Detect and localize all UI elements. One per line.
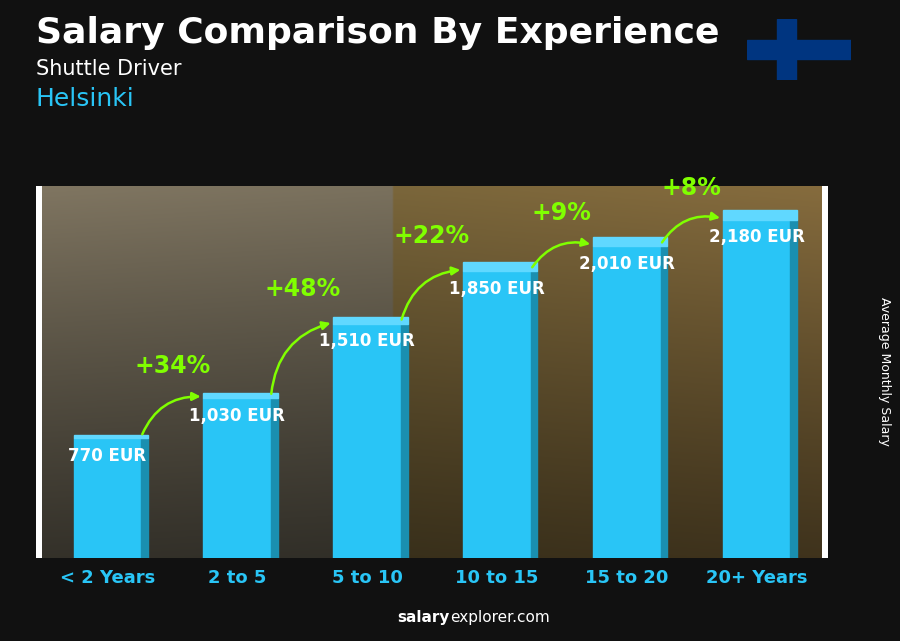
Text: Helsinki: Helsinki [36,87,135,110]
Bar [790,220,797,558]
Bar [531,271,537,558]
Bar [74,438,141,558]
Text: 1,850 EUR: 1,850 EUR [449,279,544,297]
Bar [400,324,408,558]
Text: 770 EUR: 770 EUR [68,447,147,465]
Bar [593,237,667,246]
Text: +22%: +22% [394,224,470,248]
Text: +34%: +34% [134,354,211,378]
Text: salary: salary [398,610,450,625]
Bar [271,398,278,558]
Bar [464,263,537,271]
Bar [203,398,271,558]
Bar [203,394,278,398]
Bar [74,435,148,438]
Bar [464,271,531,558]
Bar [593,246,661,558]
Bar [777,19,797,80]
Text: 2,180 EUR: 2,180 EUR [708,228,805,247]
Bar [661,246,667,558]
Bar [747,40,850,59]
Text: Shuttle Driver: Shuttle Driver [36,59,182,79]
Bar [333,317,408,324]
Text: Average Monthly Salary: Average Monthly Salary [878,297,890,446]
Text: +48%: +48% [264,276,340,301]
Text: 1,510 EUR: 1,510 EUR [320,332,415,350]
Bar [141,438,148,558]
Text: +8%: +8% [662,176,722,200]
Text: 1,030 EUR: 1,030 EUR [189,406,285,424]
Bar [723,220,790,558]
Text: Salary Comparison By Experience: Salary Comparison By Experience [36,16,719,50]
Text: +9%: +9% [532,201,592,224]
Text: explorer.com: explorer.com [450,610,550,625]
Bar [723,210,797,220]
Text: 2,010 EUR: 2,010 EUR [579,255,675,273]
Bar [333,324,400,558]
